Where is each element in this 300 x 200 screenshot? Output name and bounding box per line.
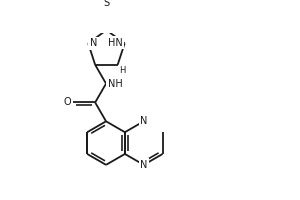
Text: NH: NH	[108, 79, 122, 89]
Text: N: N	[140, 160, 147, 170]
Text: S: S	[103, 0, 109, 8]
Text: H: H	[119, 66, 126, 75]
Text: HN: HN	[108, 38, 123, 48]
Text: N: N	[140, 116, 147, 126]
Text: O: O	[63, 97, 71, 107]
Text: N: N	[90, 38, 97, 48]
